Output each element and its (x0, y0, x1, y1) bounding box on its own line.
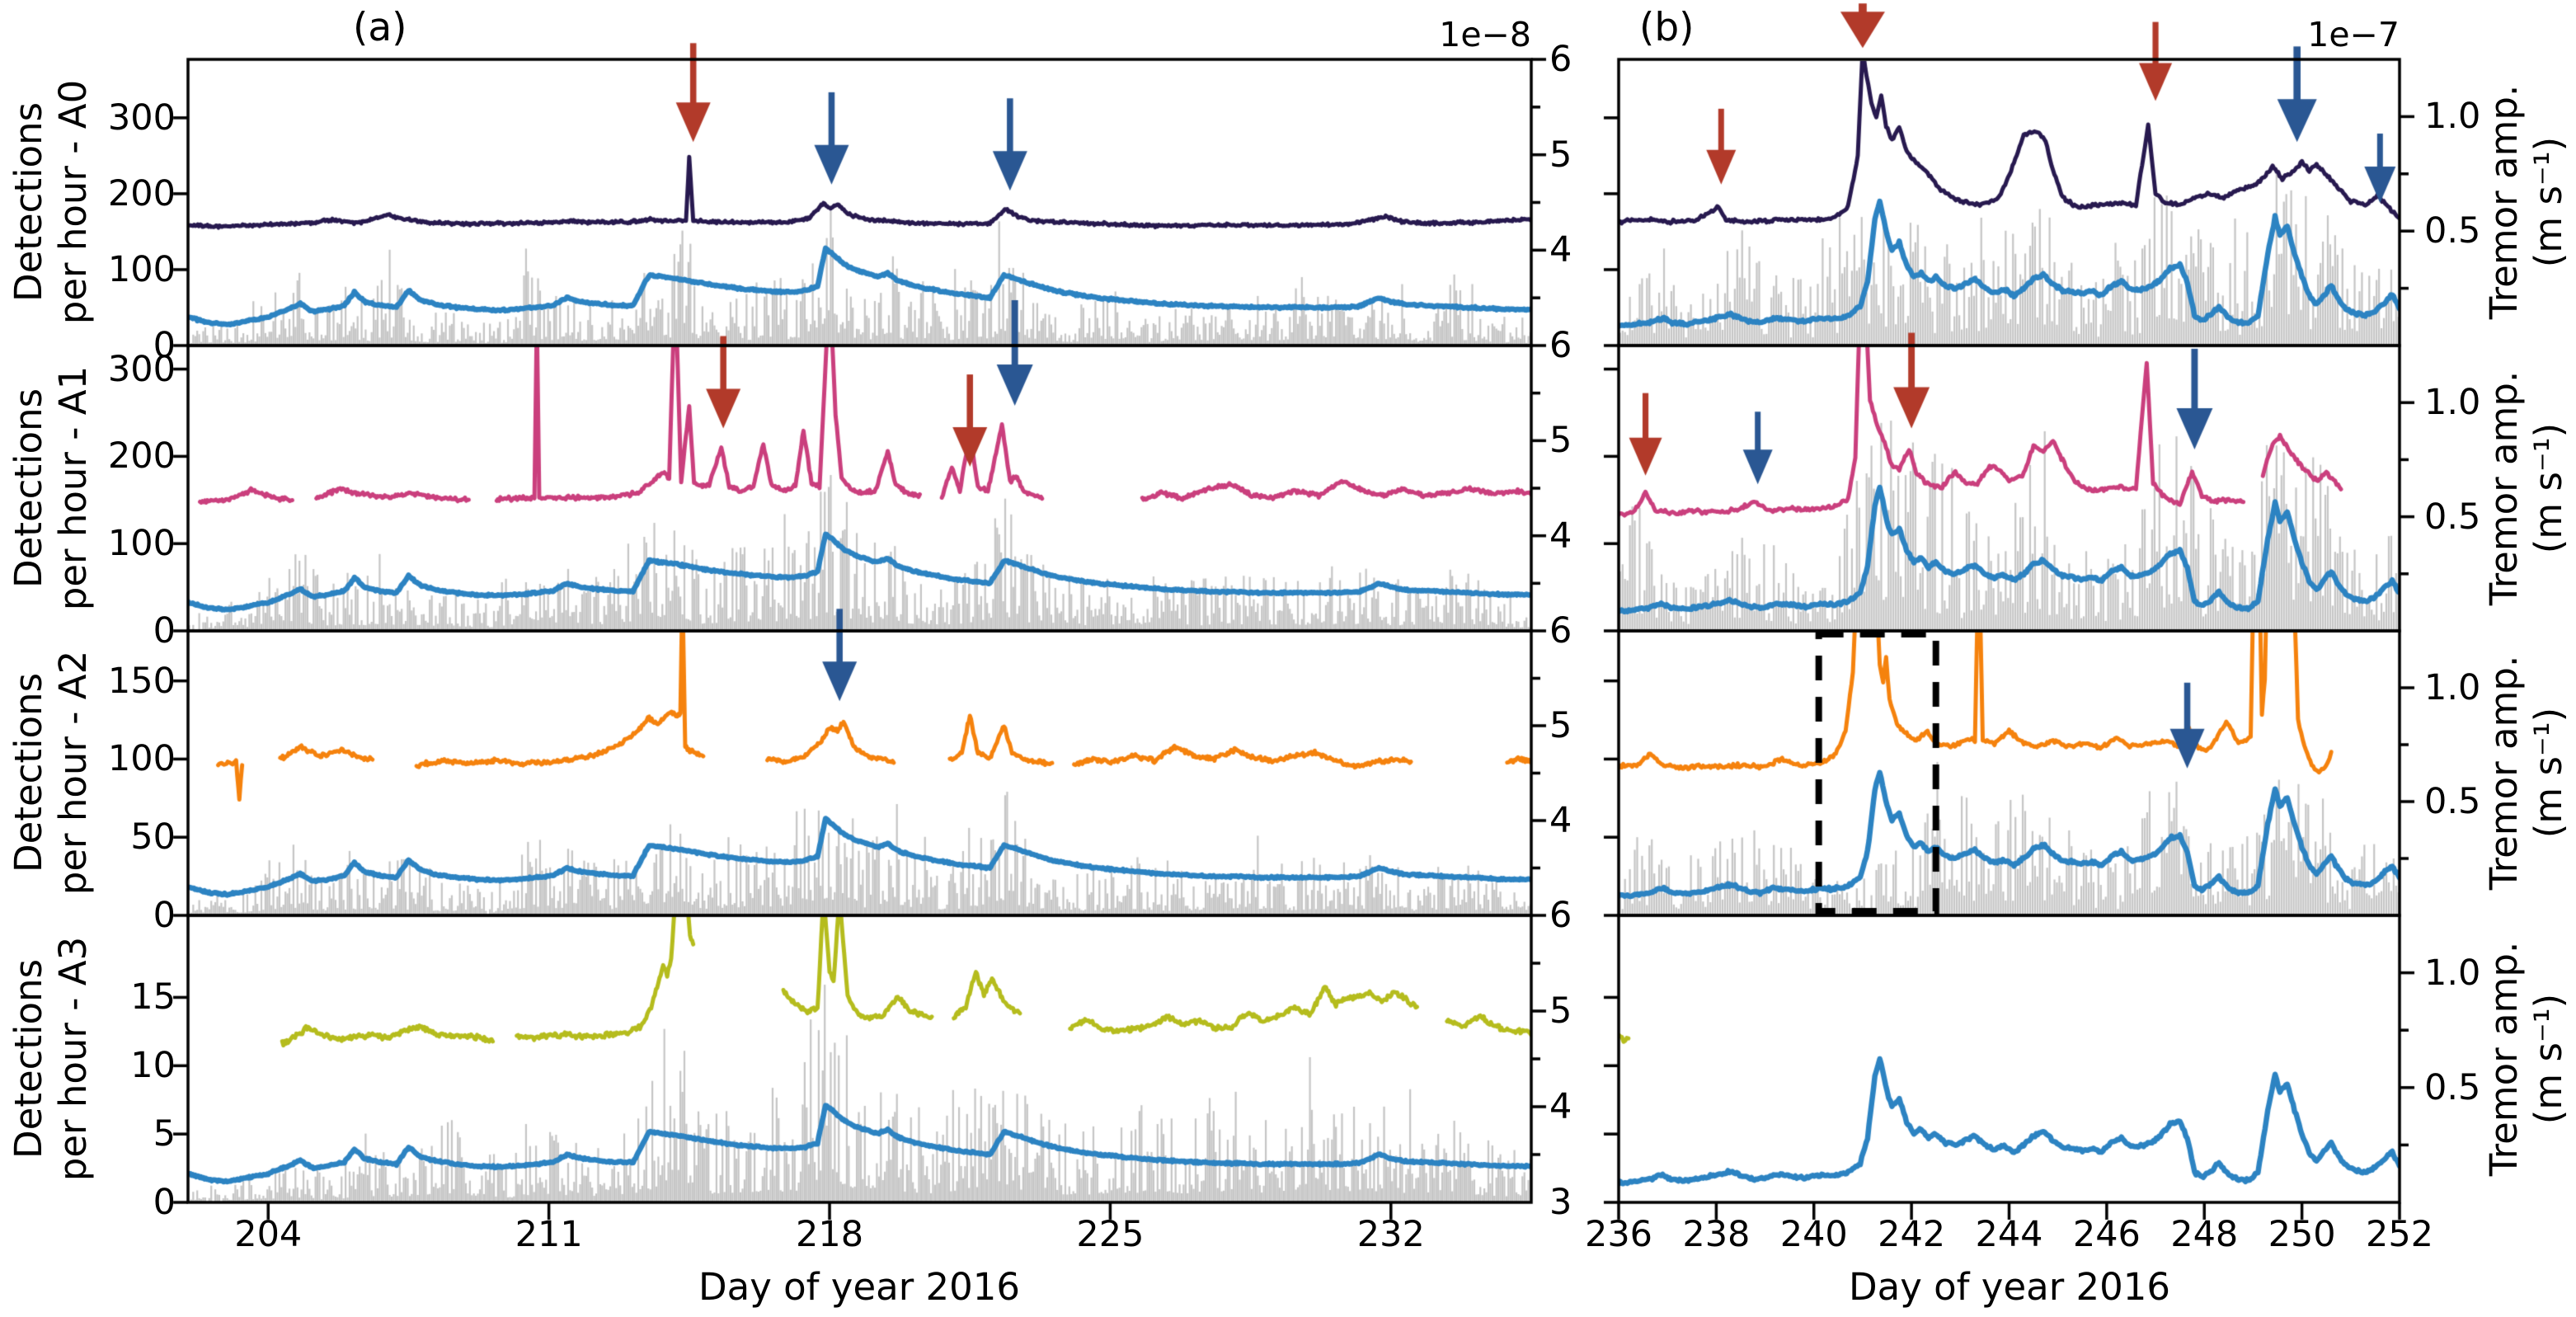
tremor-axis-label-A3: Tremor amp. (m s⁻¹) (2482, 942, 2571, 1177)
xtick-b-248: 248 (2170, 1214, 2239, 1255)
ylabel-A2-line2: per hour - A2 (51, 650, 95, 896)
tremor-axis-label-A0-line1: Tremor amp. (2482, 84, 2526, 320)
panel-a-label: (a) (353, 5, 407, 50)
tremor-axis-label-A2: Tremor amp. (m s⁻¹) (2482, 656, 2571, 891)
ytick-tremor-b-A1-0.5: 0.5 (2424, 496, 2481, 538)
ytick-tremor-b-A0-1: 1.0 (2424, 96, 2481, 138)
ytick-tremor-a-A3-5: 5 (1549, 990, 1572, 1032)
tremor-axis-label-A3-line1: Tremor amp. (2482, 941, 2526, 1177)
xtick-b-252: 252 (2365, 1214, 2434, 1255)
tremor-axis-label-A2-line2: (m s⁻¹) (2527, 707, 2570, 839)
ylabel-A1-line1: Detections (7, 388, 50, 589)
ylabel-A0: Detections per hour - A0 (7, 80, 96, 324)
panel-b-offset-label: 1e−7 (2307, 15, 2400, 54)
ytick-tremor-a-A1-5: 5 (1549, 420, 1572, 462)
panel-a-offset-label: 1e−8 (1439, 15, 1531, 54)
xtick-a-225: 225 (1076, 1214, 1145, 1255)
ytick-left-A0-300: 300 (107, 96, 176, 139)
ytick-tremor-b-A2-0.5: 0.5 (2424, 781, 2481, 822)
ylabel-A1: Detections per hour - A1 (7, 366, 96, 610)
xtick-b-246: 246 (2072, 1214, 2141, 1255)
ytick-left-A0-200: 200 (107, 172, 176, 214)
ylabel-A3: Detections per hour - A3 (7, 937, 96, 1181)
ytick-tremor-a-A3-6: 6 (1549, 895, 1572, 936)
panel-b-label: (b) (1639, 5, 1695, 50)
ytick-tremor-a-A2-5: 5 (1549, 705, 1572, 746)
ytick-left-A0-100: 100 (107, 248, 176, 290)
ytick-tremor-a-A1-4: 4 (1549, 515, 1572, 557)
xtick-b-250: 250 (2268, 1214, 2336, 1255)
ytick-tremor-a-A3-4: 4 (1549, 1086, 1572, 1127)
tremor-axis-label-A0: Tremor amp. (m s⁻¹) (2482, 85, 2571, 320)
tremor-axis-label-A1-line2: (m s⁻¹) (2527, 422, 2570, 554)
ylabel-A0-line2: per hour - A0 (51, 79, 95, 325)
ytick-left-A1-200: 200 (107, 435, 176, 477)
ytick-left-A1-300: 300 (107, 348, 176, 390)
xtick-a-218: 218 (795, 1214, 864, 1255)
ytick-tremor-b-A3-0.5: 0.5 (2424, 1066, 2481, 1108)
ytick-left-A3-0: 0 (153, 1182, 176, 1223)
tremor-axis-label-A3-line2: (m s⁻¹) (2527, 993, 2570, 1125)
xtick-a-232: 232 (1356, 1214, 1425, 1255)
xtick-a-211: 211 (515, 1214, 583, 1255)
ytick-left-A2-150: 150 (107, 660, 176, 702)
ylabel-A2-line1: Detections (7, 672, 50, 873)
tremor-axis-label-A1-line1: Tremor amp. (2482, 370, 2526, 606)
ytick-left-A2-0: 0 (153, 895, 176, 936)
ytick-left-A2-100: 100 (107, 738, 176, 780)
ylabel-A0-line1: Detections (7, 101, 50, 303)
tremor-axis-label-A2-line1: Tremor amp. (2482, 655, 2526, 891)
xaxis-label-b: Day of year 2016 (1848, 1265, 2171, 1309)
xtick-a-204: 204 (234, 1214, 303, 1255)
ytick-tremor-b-A1-1: 1.0 (2424, 382, 2481, 424)
ylabel-A1-line2: per hour - A1 (51, 365, 95, 611)
ytick-tremor-a-A0-5: 5 (1549, 134, 1572, 176)
ytick-tremor-b-A0-0.5: 0.5 (2424, 210, 2481, 252)
tremor-axis-label-A0-line2: (m s⁻¹) (2527, 136, 2570, 268)
xtick-b-244: 244 (1975, 1214, 2043, 1255)
ytick-tremor-b-A3-1: 1.0 (2424, 952, 2481, 994)
ytick-tremor-a-A2-6: 6 (1549, 610, 1572, 651)
tremor-axis-label-A1: Tremor amp. (m s⁻¹) (2482, 371, 2571, 606)
ytick-left-A1-0: 0 (153, 610, 176, 651)
ytick-left-A3-15: 15 (130, 976, 176, 1018)
ylabel-A3-line1: Detections (7, 958, 50, 1159)
ytick-tremor-b-A2-1: 1.0 (2424, 667, 2481, 708)
ytick-left-A3-5: 5 (153, 1113, 176, 1155)
xtick-b-242: 242 (1878, 1214, 1946, 1255)
ytick-tremor-a-A1-6: 6 (1549, 325, 1572, 366)
ytick-left-A1-100: 100 (107, 523, 176, 565)
ytick-tremor-a-A0-6: 6 (1549, 39, 1572, 80)
ytick-tremor-a-bottom: 3 (1549, 1182, 1572, 1223)
xtick-b-236: 236 (1584, 1214, 1653, 1255)
xtick-b-238: 238 (1682, 1214, 1751, 1255)
xaxis-label-a: Day of year 2016 (698, 1265, 1021, 1309)
ylabel-A3-line2: per hour - A3 (51, 936, 95, 1182)
ytick-tremor-a-A0-4: 4 (1549, 229, 1572, 271)
ytick-left-A3-10: 10 (130, 1045, 176, 1087)
ytick-tremor-a-A2-4: 4 (1549, 800, 1572, 841)
ytick-left-A2-50: 50 (130, 816, 176, 858)
xtick-b-240: 240 (1779, 1214, 1848, 1255)
ylabel-A2: Detections per hour - A2 (7, 651, 96, 895)
ytick-left-A0-0: 0 (153, 325, 176, 366)
